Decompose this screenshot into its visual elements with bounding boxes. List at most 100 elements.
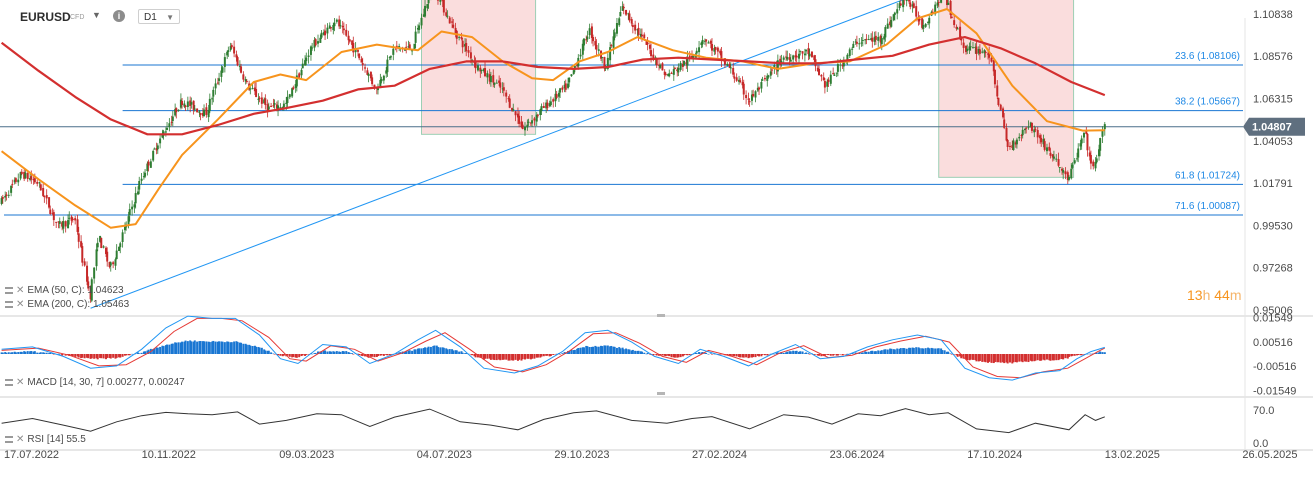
settings-icon[interactable] [5,301,13,308]
macd-hist-bar-positive [862,352,864,354]
bear-candle [745,95,747,98]
close-icon[interactable]: ✕ [16,285,24,296]
bull-candle [165,131,167,132]
bull-candle [804,54,806,56]
bull-candle [203,110,205,117]
rsi-legend[interactable]: ✕RSI [14] 55.5 [5,434,86,445]
bear-candle [556,94,558,98]
bear-candle [985,52,987,53]
bear-candle [65,221,67,226]
bear-candle [81,246,83,263]
bull-candle [550,101,552,105]
macd-hist-bar-positive [203,341,205,354]
bull-candle [1059,167,1061,168]
bull-candle [528,122,530,123]
macd-hist-bar-positive [446,349,448,354]
bull-candle [93,268,95,279]
macd-hist-bar-negative [683,354,685,355]
bull-candle [39,182,41,183]
bear-candle [196,109,198,113]
ema200-legend[interactable]: ✕EMA (200, C): 1.05463 [5,299,129,310]
macd-hist-bar-negative [839,354,841,355]
timeframe-select[interactable]: D1 ▼ [138,9,180,24]
bull-candle [166,128,168,130]
ema50-legend[interactable]: ✕EMA (50, C): 1.04623 [5,285,124,296]
bull-candle [1071,165,1073,168]
bull-candle [302,64,304,69]
macd-hist-bar-negative [518,354,520,360]
macd-hist-bar-negative [381,354,383,355]
macd-hist-bar-positive [628,349,630,354]
bear-candle [5,195,7,196]
macd-hist-bar-positive [875,351,877,354]
macd-hist-bar-negative [1031,354,1033,361]
settings-icon[interactable] [5,379,13,386]
bull-candle [178,110,180,111]
macd-hist-bar-negative [484,354,486,359]
macd-hist-bar-negative [990,354,992,363]
macd-legend-name: MACD [14, 30, 7] [27,377,104,388]
bull-candle [110,262,112,265]
bull-candle [226,52,228,56]
close-icon[interactable]: ✕ [16,434,24,445]
bear-candle [1048,147,1050,151]
rsi-legend-value: 55.5 [66,434,85,445]
bull-candle [194,109,196,110]
macd-hist-bar-positive [462,353,464,354]
close-icon[interactable]: ✕ [16,377,24,388]
bull-candle [157,145,159,149]
bull-candle [1,198,3,204]
bear-candle [749,101,751,102]
symbol-label[interactable]: EURUSD [20,10,71,24]
macd-hist-bar-positive [890,349,892,354]
macd-hist-bar-positive [589,347,591,354]
settings-icon[interactable] [5,436,13,443]
countdown-hours-unit: h [1203,287,1211,303]
time-tick-label: 23.06.2024 [830,449,885,461]
bull-candle [209,99,211,111]
bear-candle [1086,134,1088,150]
bull-candle [68,218,70,219]
bear-candle [361,59,363,63]
bull-candle [568,78,570,83]
macd-hist-bar-positive [5,353,7,354]
bear-candle [820,75,822,77]
macd-hist-bar-positive [796,351,798,354]
macd-hist-bar-positive [159,347,161,354]
bull-candle [799,51,801,52]
bear-candle [643,34,645,38]
bear-candle [875,36,877,40]
info-icon[interactable]: i [113,10,125,22]
bear-candle [1006,128,1008,141]
bear-candle [106,252,108,262]
bear-candle [86,266,88,282]
macd-hist-bar-positive [205,341,207,354]
macd-hist-bar-positive [783,353,785,354]
macd-hist-bar-negative [298,354,300,357]
macd-hist-bar-negative [515,354,517,360]
macd-legend[interactable]: ✕MACD [14, 30, 7] 0.00277, 0.00247 [5,377,185,388]
bull-candle [570,74,572,76]
bear-candle [1040,138,1042,142]
macd-hist-bar-negative [814,354,816,355]
bear-candle [518,116,520,124]
settings-icon[interactable] [5,287,13,294]
bear-candle [865,39,867,40]
bear-candle [1044,141,1046,150]
close-icon[interactable]: ✕ [16,299,24,310]
bear-candle [871,38,873,42]
bear-candle [78,233,80,241]
macd-hist-bar-positive [409,350,411,354]
macd-hist-bar-negative [975,354,977,361]
caret-down-icon[interactable]: ▼ [92,10,101,20]
bear-candle [1009,146,1011,147]
bull-candle [122,232,124,242]
macd-hist-bar-negative [745,354,747,357]
bull-candle [458,37,460,38]
macd-hist-bar-negative [689,354,691,355]
countdown-minutes: 44 [1214,287,1230,303]
macd-hist-bar-positive [415,349,417,354]
bull-candle [274,103,276,105]
